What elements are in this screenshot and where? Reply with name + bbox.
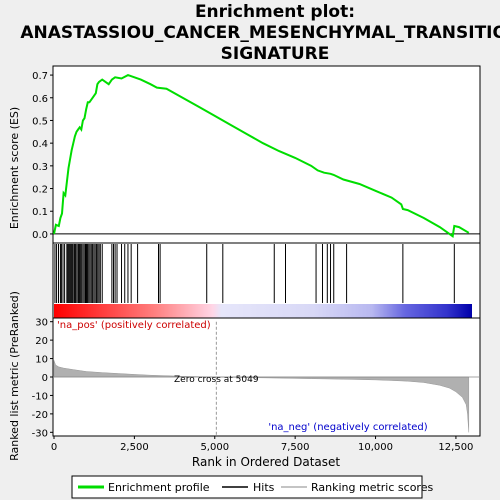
- x-tick-label: 12,500: [438, 442, 473, 453]
- na-pos-annotation: 'na_pos' (positively correlated): [57, 320, 211, 331]
- es-y-tick-label: 0.7: [32, 71, 48, 82]
- na-neg-annotation: 'na_neg' (negatively correlated): [268, 422, 427, 433]
- ranking-metric-area: [53, 321, 480, 436]
- x-tick-label: 2,500: [120, 442, 149, 453]
- chart-title-line-1: Enrichment plot:: [195, 2, 355, 22]
- es-y-tick-label: 0.6: [32, 94, 48, 105]
- x-tick-label: 0: [51, 442, 57, 453]
- es-y-axis-label: Enrichment score (ES): [8, 107, 21, 229]
- chart-title-line-3: SIGNATURE: [221, 44, 330, 64]
- zero-cross-annotation: Zero cross at 5049: [174, 375, 259, 385]
- legend-metric-label: Ranking metric scores: [311, 481, 433, 494]
- es-y-tick-label: 0.2: [32, 185, 48, 196]
- metric-y-tick-label: 10: [35, 355, 48, 366]
- metric-y-tick-label: 0: [42, 373, 48, 384]
- legend-enrichment-label: Enrichment profile: [108, 481, 210, 494]
- x-tick-label: 7,500: [281, 442, 310, 453]
- hit-marks: [54, 244, 455, 303]
- metric-y-tick-label: 20: [35, 336, 48, 347]
- metric-y-tick-label: 30: [35, 318, 48, 329]
- metric-y-tick-label: -30: [32, 428, 48, 439]
- x-axis-label: Rank in Ordered Dataset: [192, 455, 340, 469]
- x-tick-label: 5,000: [200, 442, 229, 453]
- legend-hits-label: Hits: [253, 481, 275, 494]
- enrichment-profile-polyline: [53, 74, 470, 238]
- es-y-tick-label: 0.5: [32, 116, 48, 127]
- es-y-tick-label: 0.4: [32, 139, 48, 150]
- es-plot-area: [52, 65, 481, 244]
- es-y-tick-label: 0.0: [32, 230, 48, 241]
- chart-title-line-2: ANASTASSIOU_CANCER_MESENCHYMAL_TRANSITIO…: [20, 23, 500, 43]
- ranking-metric-fill: [53, 360, 470, 433]
- es-axis-ticks: 0.0 0.1 0.2 0.3 0.4 0.5 0.6 0.7: [32, 71, 480, 241]
- x-tick-label: 10,000: [358, 442, 393, 453]
- enrichment-profile-line: [53, 74, 470, 238]
- es-y-tick-label: 0.1: [32, 207, 48, 218]
- rank-color-band: [54, 304, 472, 318]
- es-y-tick-label: 0.3: [32, 162, 48, 173]
- metric-y-tick-label: -10: [32, 391, 48, 402]
- metric-y-tick-label: -20: [32, 410, 48, 421]
- metric-y-axis-label: Ranked list metric (PreRanked): [8, 291, 21, 461]
